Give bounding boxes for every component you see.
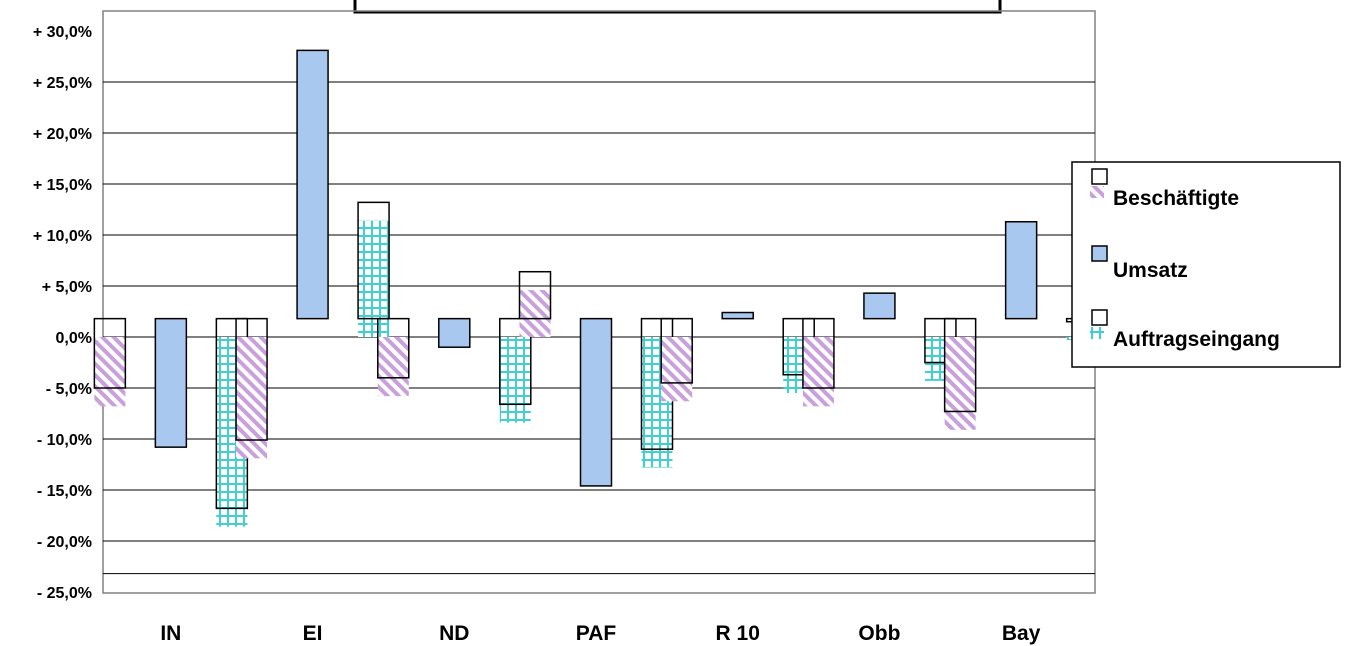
bar-outline (802, 317, 835, 389)
bar-umsatz-bay (1004, 220, 1038, 320)
y-tick-label: + 20,0% (33, 126, 92, 143)
bar-outline (499, 317, 532, 406)
y-tick-label: + 15,0% (33, 177, 92, 194)
bar-beschaeftigte-obb (802, 337, 834, 407)
bar-umsatz-in (154, 317, 188, 448)
legend-label: Auftragseingang (1113, 328, 1280, 351)
y-tick-label: + 25,0% (33, 75, 92, 92)
bar-outline (660, 317, 693, 384)
category-label: IN (160, 622, 181, 645)
y-tick-label: - 25,0% (37, 585, 92, 602)
y-tick-label: - 15,0% (37, 483, 92, 500)
bar-beschaeftigte-nd (377, 337, 409, 397)
bar-auftragseingang-nd (499, 337, 531, 423)
y-axis-ticks: + 30,0% + 25,0% + 20,0% + 15,0% + 10,0% + 5,0… (33, 24, 92, 602)
y-tick-label: - 5,0% (46, 381, 92, 398)
bar-beschaeftigte-ei (236, 337, 268, 459)
y-tick-label: 0,0% (56, 330, 92, 347)
legend-swatch-pattern (1090, 327, 1104, 339)
y-tick-label: - 10,0% (37, 432, 92, 449)
legend-swatch-pattern (1090, 186, 1104, 198)
y-tick-label: + 30,0% (33, 24, 92, 41)
bar-umsatz-r10 (721, 311, 754, 320)
legend-swatch-outline (1091, 309, 1108, 326)
category-label: ND (439, 622, 469, 645)
bar-beschaeftigte-bay (944, 337, 976, 430)
bar-umsatz-ei (296, 49, 329, 320)
y-tick-label: - 20,0% (37, 534, 92, 551)
bar-outline (518, 270, 552, 320)
legend: Beschäftigte Umsatz Auftragseingang (1071, 161, 1341, 368)
bars (93, 49, 1099, 527)
bar-outline (235, 317, 268, 441)
legend-label: Umsatz (1113, 259, 1188, 282)
bar-outline (357, 201, 390, 320)
category-label: R 10 (716, 622, 760, 645)
legend-label: Beschäftigte (1113, 187, 1239, 210)
bar-beschaeftigte-in (94, 337, 126, 407)
bar-outline (943, 317, 977, 413)
category-label: PAF (576, 622, 617, 645)
plot-area (102, 10, 1096, 594)
bar-outline (377, 317, 410, 379)
legend-swatch-outline (1091, 168, 1108, 185)
bar-auftragseingang-ei (358, 220, 390, 337)
bar-beschaeftigte-paf (519, 290, 551, 337)
bar-beschaeftigte-r10 (661, 337, 693, 402)
legend-swatch-umsatz (1091, 245, 1108, 262)
bar-umsatz-obb (863, 292, 896, 320)
y-tick-label: + 5,0% (42, 279, 92, 296)
category-label: Bay (1002, 622, 1041, 645)
category-label: Obb (858, 622, 900, 645)
legend-box (1071, 161, 1341, 368)
bar-umsatz-paf (579, 317, 613, 487)
bar-umsatz-nd (438, 317, 471, 348)
y-tick-label: + 10,0% (33, 228, 92, 245)
x-axis-categories: IN EI ND PAF R 10 Obb Bay (160, 622, 1040, 645)
title-box (353, 0, 1002, 14)
bar-outline (93, 317, 127, 389)
category-label: EI (303, 622, 323, 645)
